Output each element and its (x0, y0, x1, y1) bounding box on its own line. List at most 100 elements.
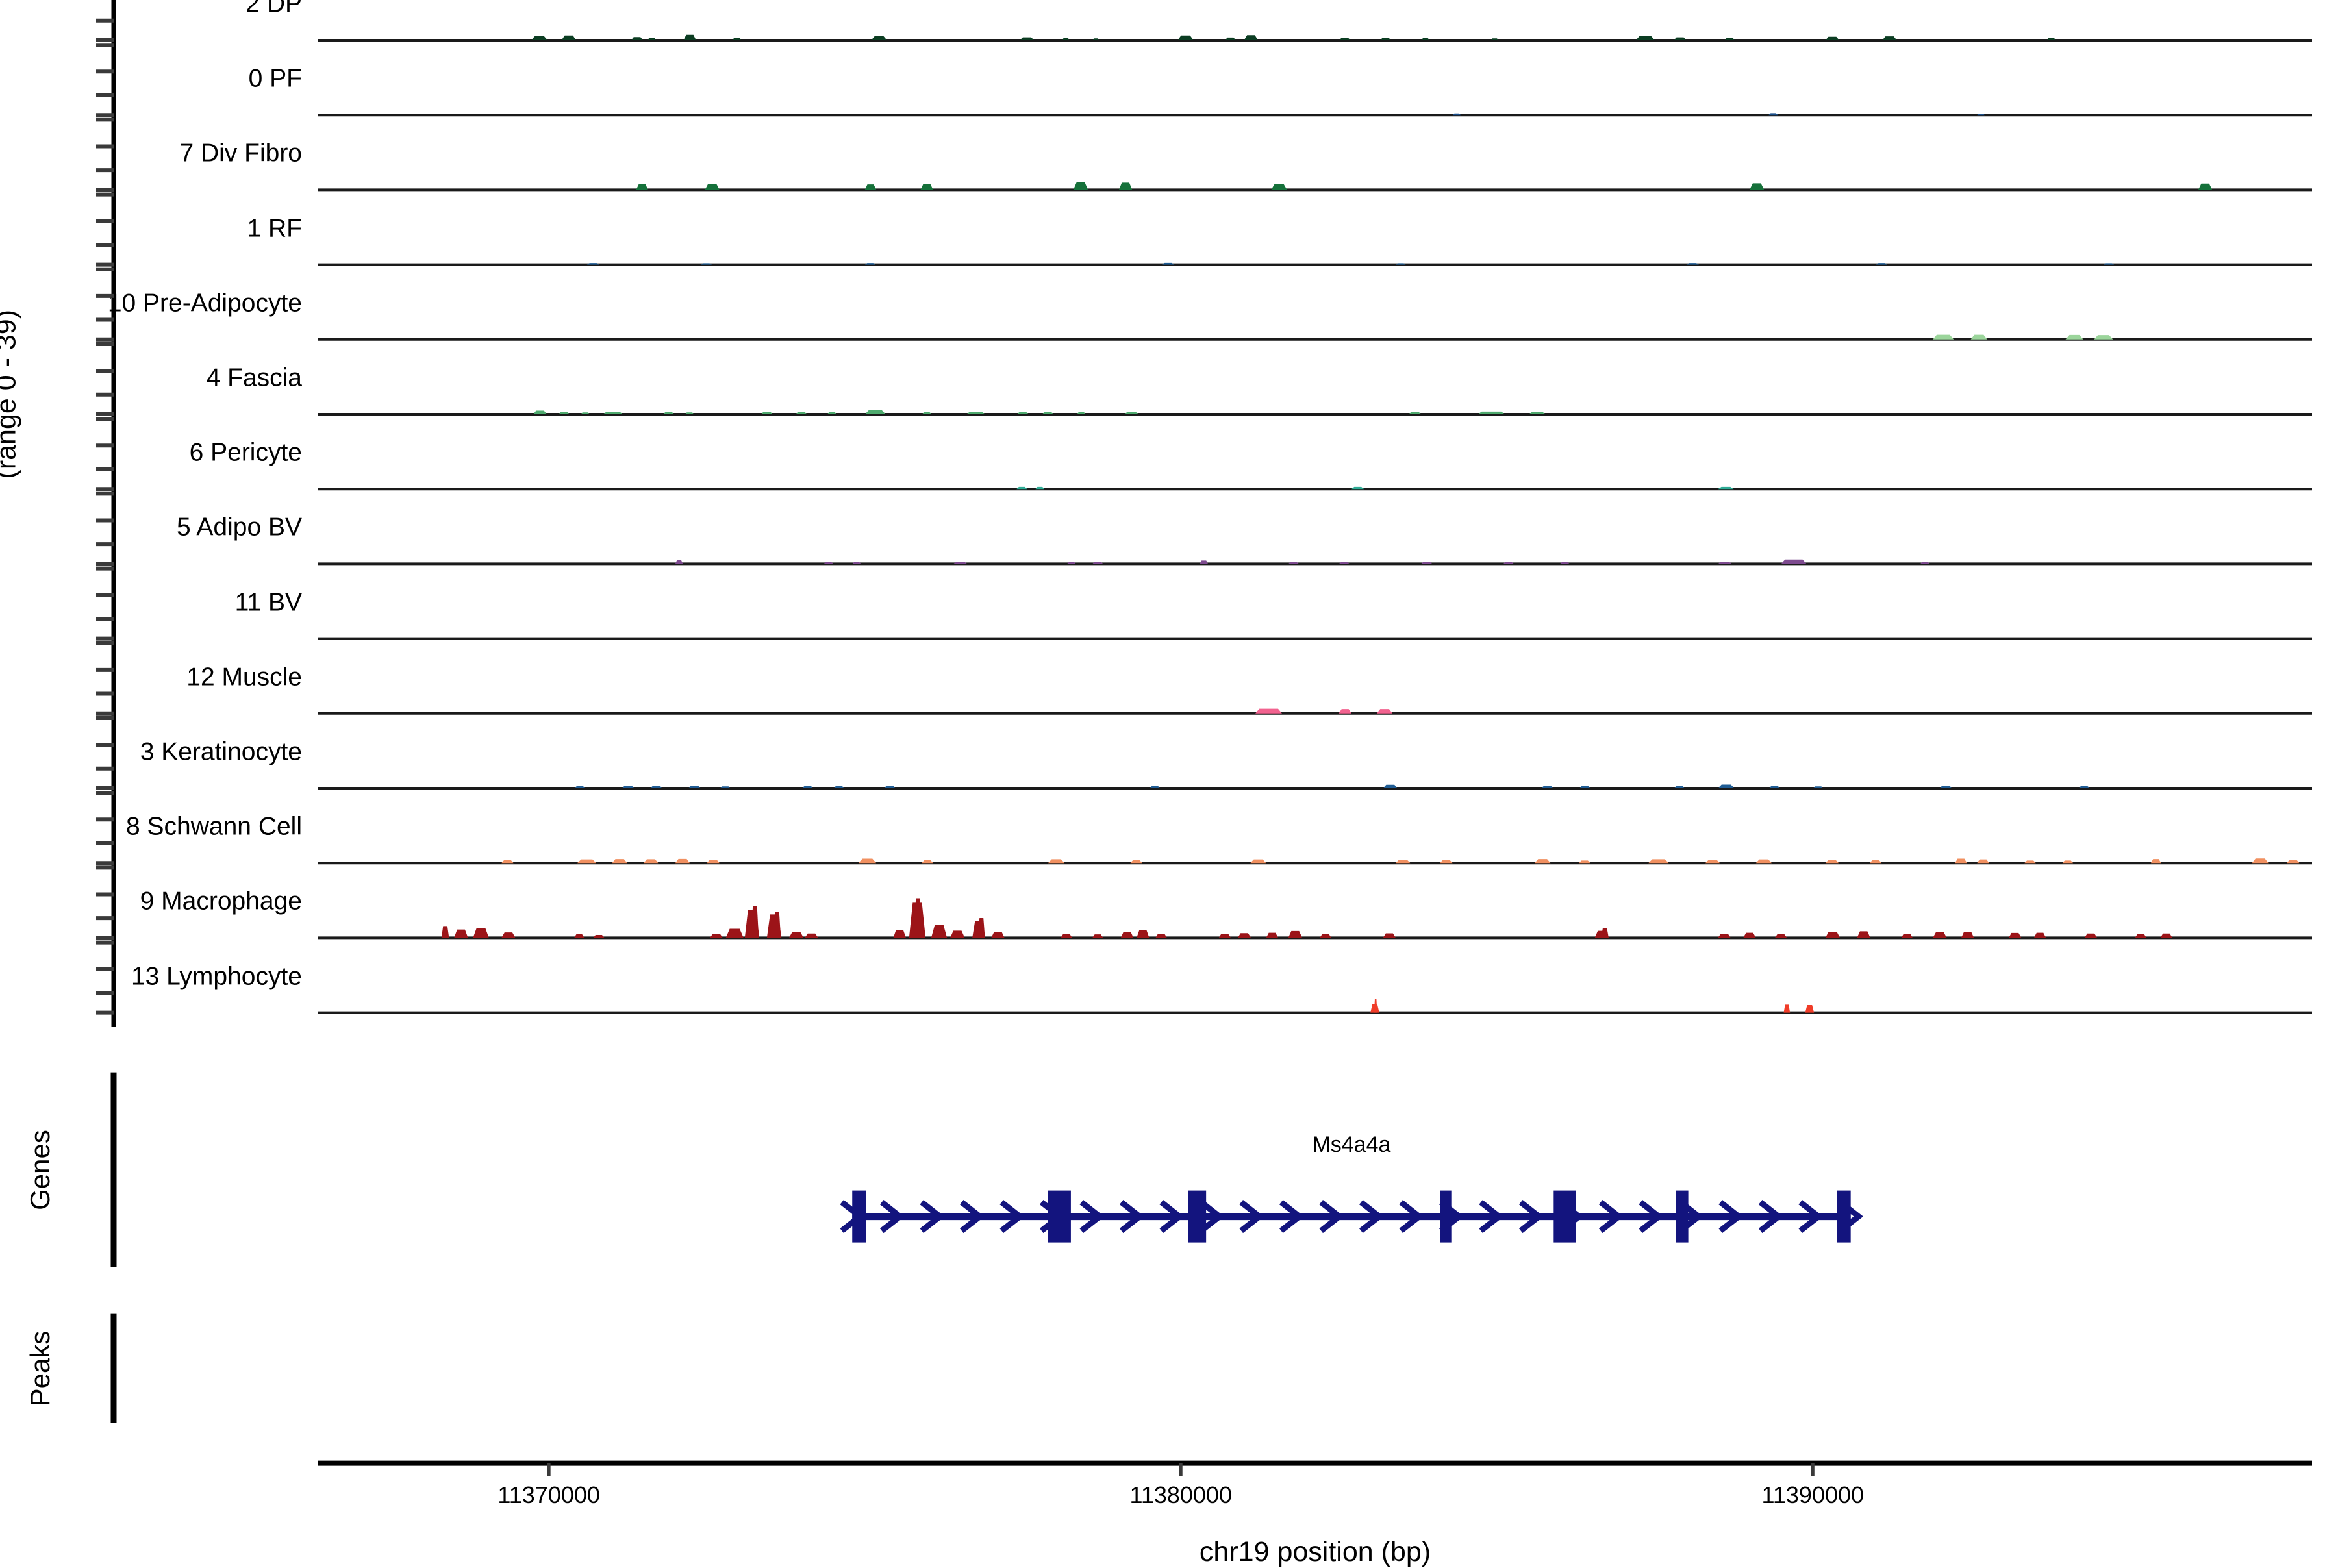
coverage-peak (1396, 860, 1411, 864)
coverage-peak (1961, 931, 1974, 938)
coverage-peak (751, 906, 759, 938)
coverage-peak (1882, 36, 1897, 40)
coverage-peak (1374, 999, 1377, 1013)
coverage-peak (1118, 182, 1133, 190)
coverage-peak (1383, 933, 1396, 938)
coverage-peak (685, 412, 694, 414)
gene-strand-arrow (879, 1200, 905, 1234)
coverage-peak (1266, 932, 1279, 938)
coverage-peak (647, 38, 657, 40)
track-label-6-pericyte: 6 Pericyte (189, 438, 302, 467)
coverage-peak (1250, 859, 1266, 864)
coverage-peak (1674, 37, 1687, 40)
gene-exon (1837, 1190, 1851, 1243)
coverage-peak (1130, 860, 1142, 864)
gene-exon (1440, 1190, 1452, 1243)
coverage-peak (1092, 562, 1103, 564)
coverage-peak (1452, 113, 1461, 116)
coverage-peak (1035, 486, 1045, 490)
track-label-10-pre-adipocyte: 10 Pre-Adipocyte (107, 289, 302, 317)
coverage-peak (1092, 934, 1103, 938)
coverage-peak (1288, 562, 1300, 564)
track-label-3-keratinocyte: 3 Keratinocyte (140, 738, 302, 766)
coverage-peak (1149, 786, 1161, 788)
coverage-peak (914, 898, 922, 938)
coverage-peak (1939, 786, 1953, 788)
gene-model[interactable] (840, 1190, 1863, 1243)
coverage-peak (725, 928, 744, 938)
coverage-peak (795, 412, 808, 414)
coverage-peak (1042, 412, 1054, 414)
coverage-peak (922, 860, 933, 864)
coverage-peak (580, 412, 590, 414)
coverage-peak (833, 786, 845, 788)
coverage-peak (864, 263, 876, 265)
coverage-peak (574, 786, 586, 788)
coverage-peak (1920, 562, 1930, 564)
coverage-peak (1155, 934, 1167, 938)
coverage-peak (2160, 933, 2172, 938)
coverage-peak (1376, 709, 1393, 714)
coverage-track (318, 708, 2312, 715)
coverage-peak (1933, 334, 1954, 340)
coverage-peak (1869, 860, 1882, 864)
coverage-track (318, 784, 2312, 790)
coverage-track (318, 262, 2312, 266)
coverage-peak (2135, 934, 2147, 938)
coverage-peak (2084, 933, 2098, 938)
coverage-peak (2024, 860, 2036, 864)
coverage-peak (1540, 786, 1554, 788)
coverage-peak (1783, 1004, 1791, 1013)
coverage-peak (864, 184, 877, 190)
gene-strand-arrow (1479, 1200, 1504, 1234)
coverage-peak (1351, 486, 1364, 490)
coverage-peak (700, 263, 712, 265)
coverage-peak (1579, 860, 1590, 864)
coverage-peak (1073, 182, 1088, 190)
coverage-peak (644, 859, 659, 864)
coverage-peak (2150, 859, 2161, 864)
coverage-peak (1120, 931, 1134, 938)
coverage-peak (966, 412, 986, 414)
track-label-1-rf: 1 RF (247, 214, 302, 243)
coverage-track (318, 334, 2312, 341)
coverage-peak (920, 184, 933, 190)
coverage-track (318, 898, 2312, 940)
coverage-track (318, 999, 2312, 1014)
coverage-peak (2033, 932, 2046, 938)
coverage-peak (593, 934, 605, 938)
coverage-peak (441, 926, 449, 938)
coverage-peak (931, 925, 948, 938)
coverage-peak (558, 412, 570, 414)
track-label-8-schwann-cell: 8 Schwann Cell (126, 812, 302, 841)
coverage-peak (1020, 37, 1035, 40)
coverage-track (318, 182, 2312, 192)
coverage-peak (1718, 486, 1734, 490)
coverage-peak (1724, 38, 1735, 40)
gene-strand-arrow (1718, 1200, 1744, 1234)
coverage-peak (1528, 412, 1546, 414)
gene-strand-arrow (1119, 1200, 1145, 1234)
track-label-13-lymphocyte: 13 Lymphocyte (131, 962, 302, 991)
coverage-peak (732, 38, 742, 40)
coverage-peak (2198, 183, 2213, 190)
coverage-peak (1061, 934, 1072, 938)
coverage-peak (622, 786, 635, 788)
coverage-peak (1955, 858, 1967, 864)
coverage-peak (1901, 934, 1913, 938)
gene-exon (1553, 1190, 1576, 1243)
coverage-peak (1339, 709, 1351, 714)
coverage-peak (864, 410, 886, 414)
coverage-peak (683, 34, 696, 40)
coverage-peak (1339, 38, 1351, 40)
coverage-peak (1440, 860, 1453, 864)
coverage-peak (649, 786, 663, 788)
coverage-peak (1825, 860, 1839, 864)
coverage-peak (805, 933, 818, 938)
gene-strand-arrow (1758, 1200, 1783, 1234)
coverage-peak (1067, 562, 1076, 564)
coverage-peak (1579, 786, 1591, 788)
gene-strand-arrow (1518, 1200, 1544, 1234)
x-tick-label: 11390000 (1761, 1481, 1865, 1508)
track-label-7-div-fibro: 7 Div Fibro (179, 139, 302, 168)
